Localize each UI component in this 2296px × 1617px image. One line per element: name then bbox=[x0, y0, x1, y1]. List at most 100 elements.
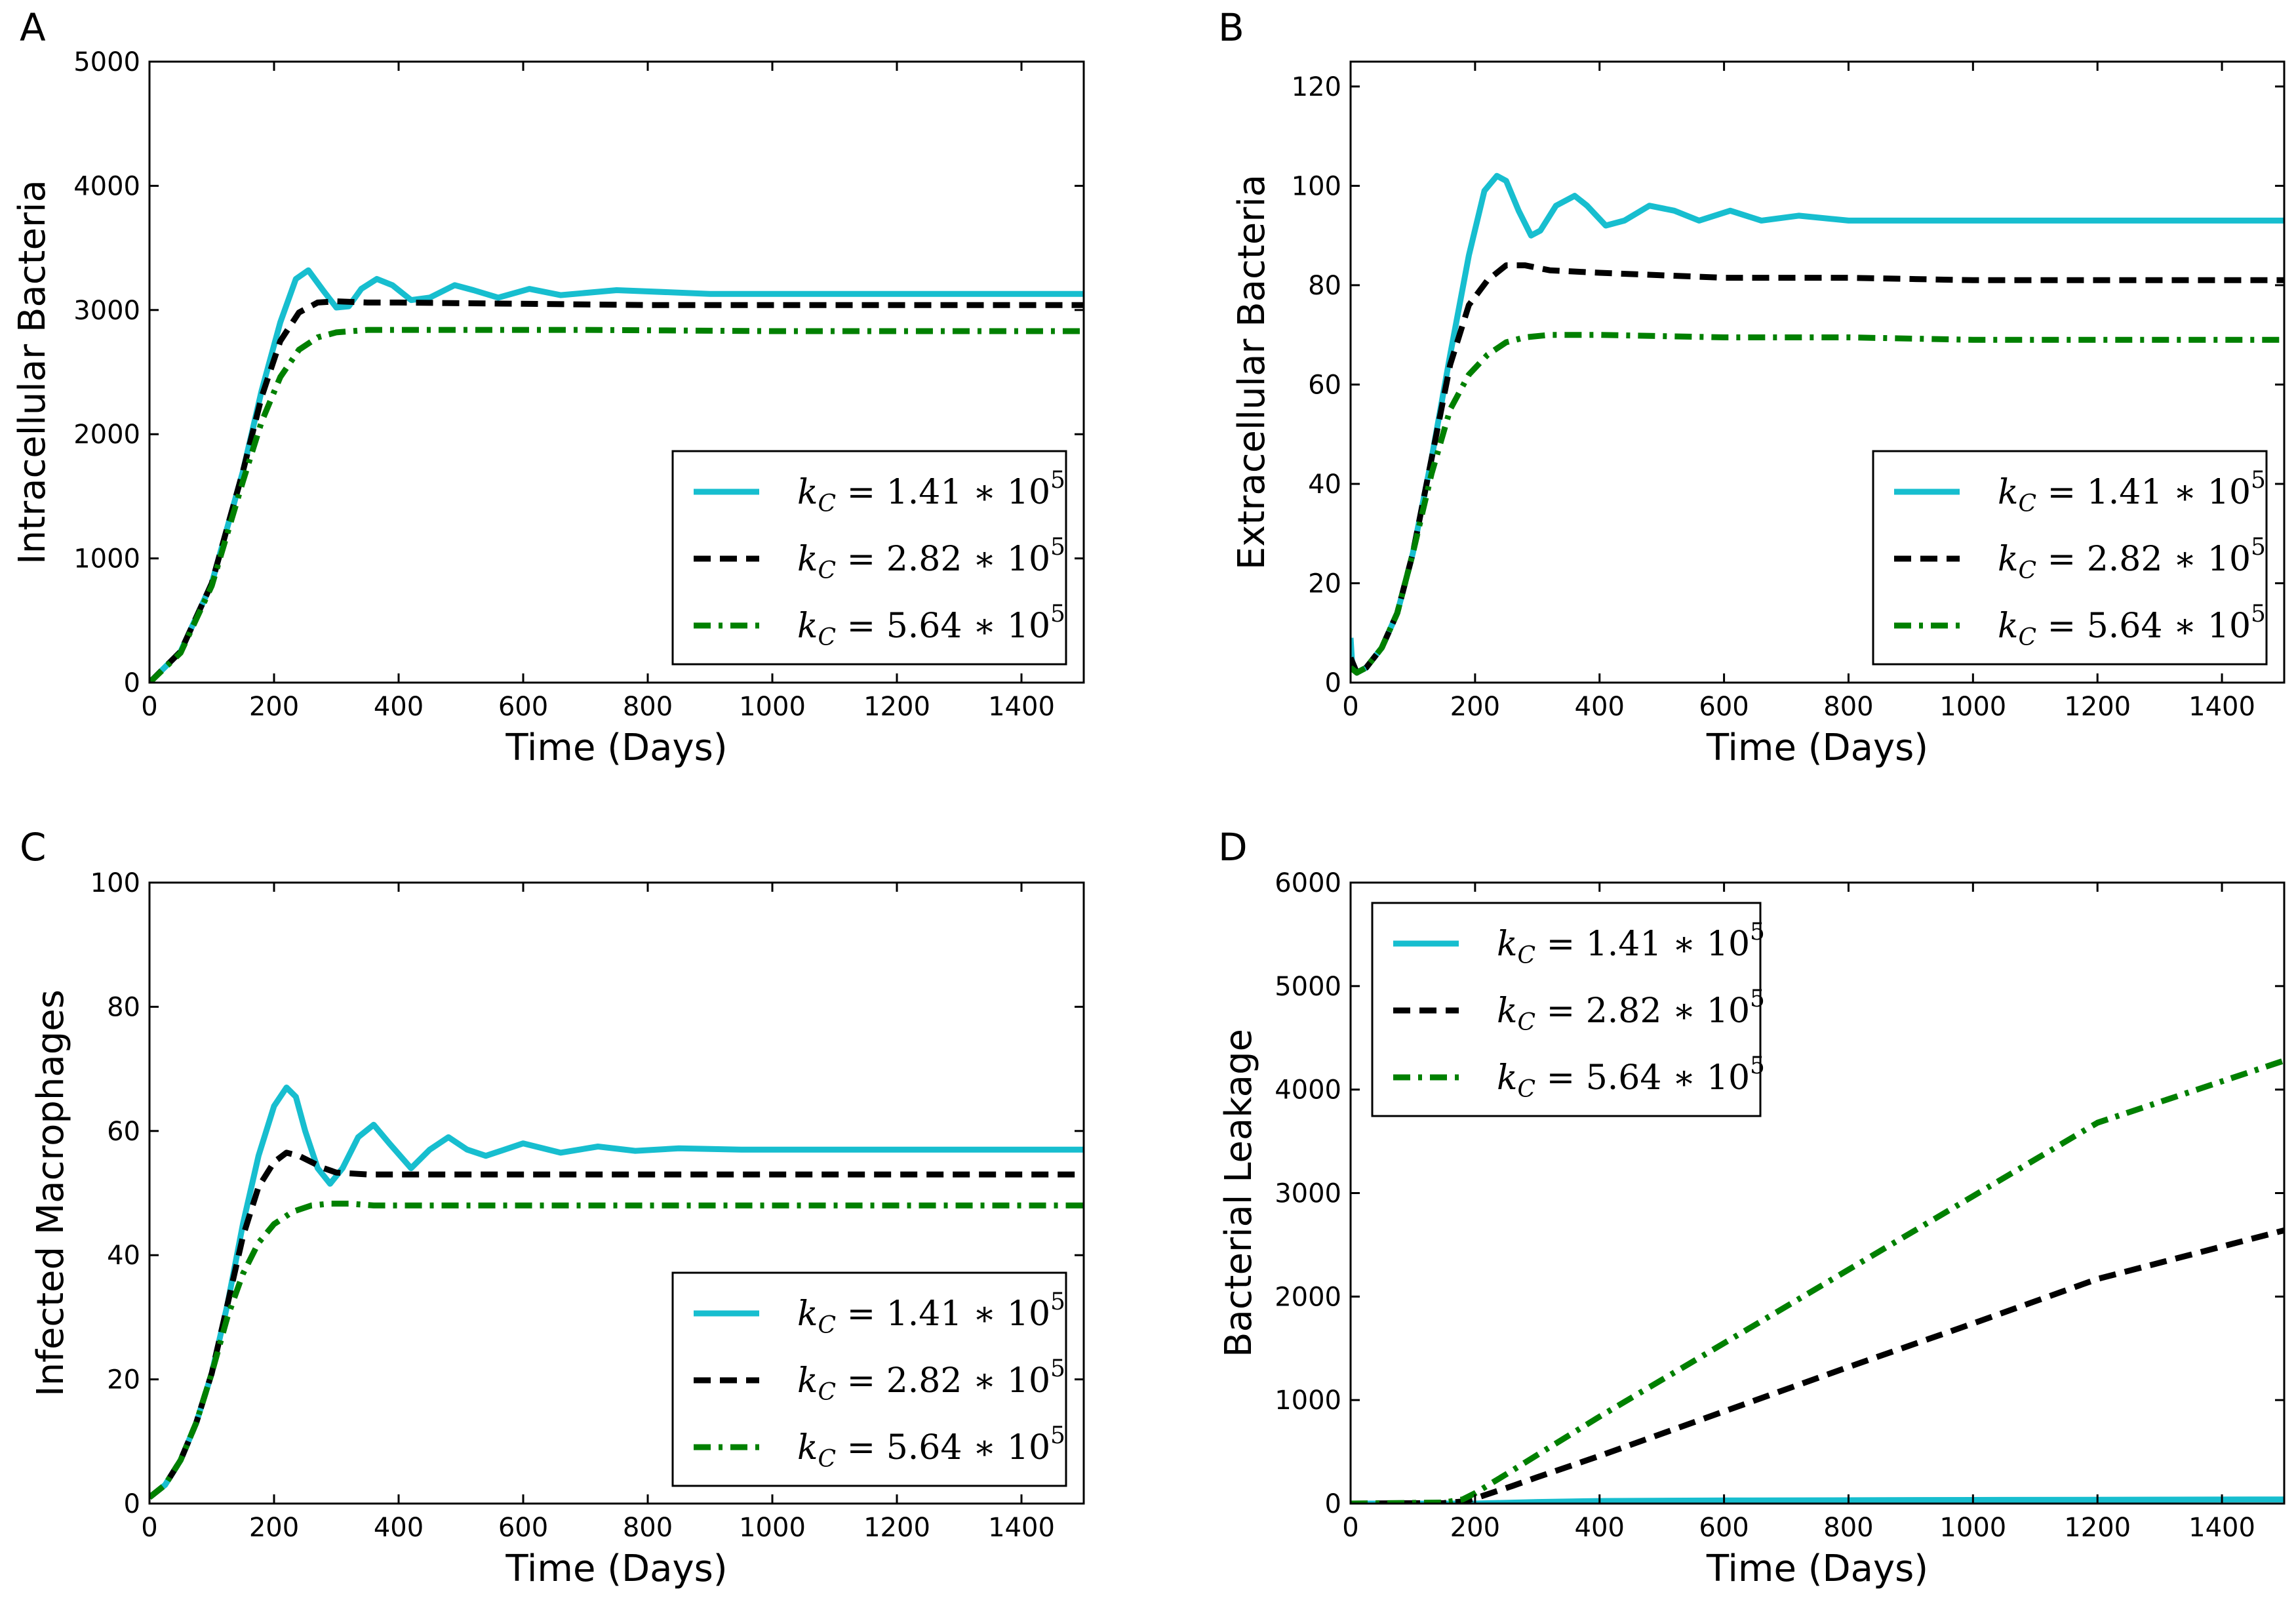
series-line-dashdot bbox=[149, 1201, 1084, 1500]
x-tick-label: 1400 bbox=[988, 1513, 1055, 1543]
x-tick-label: 0 bbox=[141, 692, 157, 722]
legend-label: kC = 5.64 ∗ 105 bbox=[1998, 601, 2266, 651]
series-line-dashed bbox=[149, 298, 1084, 683]
y-tick-label: 2000 bbox=[1275, 1282, 1341, 1312]
series-line-dashdot bbox=[149, 327, 1084, 683]
x-tick-label: 0 bbox=[1342, 692, 1358, 722]
x-tick-label: 0 bbox=[1342, 1513, 1358, 1543]
x-tick-label: 400 bbox=[1575, 692, 1625, 722]
x-tick-label: 200 bbox=[1450, 1513, 1500, 1543]
x-tick-label: 400 bbox=[374, 692, 424, 722]
y-tick-label: 5000 bbox=[73, 47, 140, 77]
panel-b: B 0 200 400 600 800 1000 1200 1400 0 20 40 60 80 100 12… bbox=[1218, 5, 2286, 769]
y-tick-label: 20 bbox=[107, 1365, 140, 1395]
x-tick-label: 400 bbox=[374, 1513, 424, 1543]
legend: kC = 1.41 ∗ 105 kC = 2.82 ∗ 105 kC = 5.64 … bbox=[1872, 450, 2268, 666]
y-tick-label: 5000 bbox=[1275, 972, 1341, 1002]
legend-box bbox=[1371, 902, 1762, 1117]
panel-letter: B bbox=[1218, 5, 1244, 50]
legend: kC = 1.41 ∗ 105 kC = 2.82 ∗ 105 kC = 5.64 … bbox=[671, 1271, 1067, 1487]
y-tick-label: 4000 bbox=[1275, 1075, 1341, 1106]
y-tick-label: 120 bbox=[1292, 72, 1341, 102]
legend-label: kC = 2.82 ∗ 105 bbox=[1998, 534, 2266, 584]
y-tick-label: 6000 bbox=[1275, 868, 1341, 898]
x-tick-label: 1400 bbox=[2188, 1513, 2255, 1543]
x-tick-label: 600 bbox=[498, 692, 548, 722]
x-axis-label: Time (Days) bbox=[505, 727, 727, 769]
x-tick-label: 600 bbox=[1699, 1513, 1749, 1543]
y-tick-label: 0 bbox=[124, 668, 140, 698]
series-line-solid bbox=[1351, 172, 2284, 676]
y-axis-label: Intracellular Bacteria bbox=[11, 180, 54, 565]
panel-letter: C bbox=[20, 825, 47, 869]
y-tick-label: 80 bbox=[107, 992, 140, 1022]
panel-letter: A bbox=[20, 5, 46, 50]
series-line-dashdot bbox=[1351, 332, 2284, 676]
x-tick-label: 200 bbox=[1450, 692, 1500, 722]
x-tick-label: 1200 bbox=[2064, 1513, 2131, 1543]
plot-frame bbox=[1349, 60, 2286, 684]
x-tick-label: 1200 bbox=[2064, 692, 2131, 722]
legend-label: kC = 5.64 ∗ 105 bbox=[797, 1422, 1065, 1473]
legend-label: kC = 1.41 ∗ 105 bbox=[797, 1288, 1065, 1339]
y-tick-label: 40 bbox=[1308, 469, 1341, 500]
x-tick-label: 200 bbox=[249, 692, 299, 722]
y-tick-label: 80 bbox=[1308, 271, 1341, 301]
y-tick-label: 100 bbox=[1292, 171, 1341, 201]
series-line-dashed bbox=[149, 1149, 1084, 1500]
x-axis-label: Time (Days) bbox=[1706, 1547, 1928, 1590]
series-line-dashdot bbox=[1351, 1058, 2284, 1504]
y-axis-label: Infected Macrophages bbox=[30, 989, 72, 1397]
panel-letter: D bbox=[1218, 825, 1248, 869]
x-axis-label: Time (Days) bbox=[1706, 727, 1928, 769]
x-tick-label: 1200 bbox=[863, 692, 930, 722]
y-tick-label: 2000 bbox=[73, 420, 140, 450]
y-tick-label: 20 bbox=[1308, 569, 1341, 599]
x-tick-label: 1200 bbox=[863, 1513, 930, 1543]
legend-label: kC = 2.82 ∗ 105 bbox=[1497, 986, 1765, 1036]
legend-label: kC = 5.64 ∗ 105 bbox=[1497, 1052, 1765, 1103]
x-tick-label: 1400 bbox=[988, 692, 1055, 722]
x-tick-label: 800 bbox=[623, 692, 673, 722]
y-axis-label: Extracellular Bacteria bbox=[1231, 174, 1273, 570]
legend-label: kC = 1.41 ∗ 105 bbox=[1998, 467, 2266, 517]
x-tick-label: 1000 bbox=[1939, 692, 2006, 722]
x-tick-label: 0 bbox=[141, 1513, 157, 1543]
plot-frame bbox=[148, 881, 1085, 1505]
legend-box bbox=[671, 1271, 1067, 1487]
x-tick-label: 600 bbox=[1699, 692, 1749, 722]
x-axis-label: Time (Days) bbox=[505, 1547, 727, 1590]
legend-label: kC = 1.41 ∗ 105 bbox=[797, 467, 1065, 517]
x-tick-label: 800 bbox=[623, 1513, 673, 1543]
y-axis-label: Bacterial Leakage bbox=[1217, 1029, 1260, 1357]
x-tick-label: 600 bbox=[498, 1513, 548, 1543]
y-tick-label: 60 bbox=[107, 1117, 140, 1147]
legend-label: kC = 2.82 ∗ 105 bbox=[797, 534, 1065, 584]
legend: kC = 1.41 ∗ 105 kC = 2.82 ∗ 105 kC = 5.64 … bbox=[671, 450, 1067, 666]
y-tick-label: 1000 bbox=[73, 544, 140, 574]
legend: kC = 1.41 ∗ 105 kC = 2.82 ∗ 105 kC = 5.64 … bbox=[1371, 902, 1765, 1117]
x-tick-label: 1400 bbox=[2188, 692, 2255, 722]
y-tick-label: 0 bbox=[1325, 668, 1341, 698]
panel-c: C 0 200 400 600 800 1000 1200 1400 0 20 40 60 80 100 Ti… bbox=[20, 825, 1085, 1590]
x-tick-label: 200 bbox=[249, 1513, 299, 1543]
legend-label: kC = 2.82 ∗ 105 bbox=[797, 1355, 1065, 1406]
x-tick-label: 400 bbox=[1575, 1513, 1625, 1543]
y-tick-label: 3000 bbox=[73, 296, 140, 326]
x-tick-label: 1000 bbox=[1939, 1513, 2006, 1543]
panel-d: D 0 200 400 600 800 1000 1200 1400 0 1000 2000 3000 4… bbox=[1217, 825, 2286, 1590]
legend-box bbox=[671, 450, 1067, 666]
y-tick-label: 60 bbox=[1308, 370, 1341, 400]
y-tick-label: 100 bbox=[90, 868, 140, 898]
panel-a: A 0 200 400 600 800 1000 1200 1400 0 1000 2000 3000 4… bbox=[11, 5, 1085, 769]
y-tick-label: 3000 bbox=[1275, 1179, 1341, 1209]
x-tick-label: 1000 bbox=[739, 1513, 806, 1543]
x-tick-label: 800 bbox=[1823, 1513, 1873, 1543]
plot-frame bbox=[148, 60, 1085, 684]
y-tick-label: 0 bbox=[124, 1489, 140, 1519]
legend-label: kC = 5.64 ∗ 105 bbox=[797, 601, 1065, 651]
x-tick-label: 1000 bbox=[739, 692, 806, 722]
legend-box bbox=[1872, 450, 2268, 666]
y-tick-label: 0 bbox=[1325, 1489, 1341, 1519]
